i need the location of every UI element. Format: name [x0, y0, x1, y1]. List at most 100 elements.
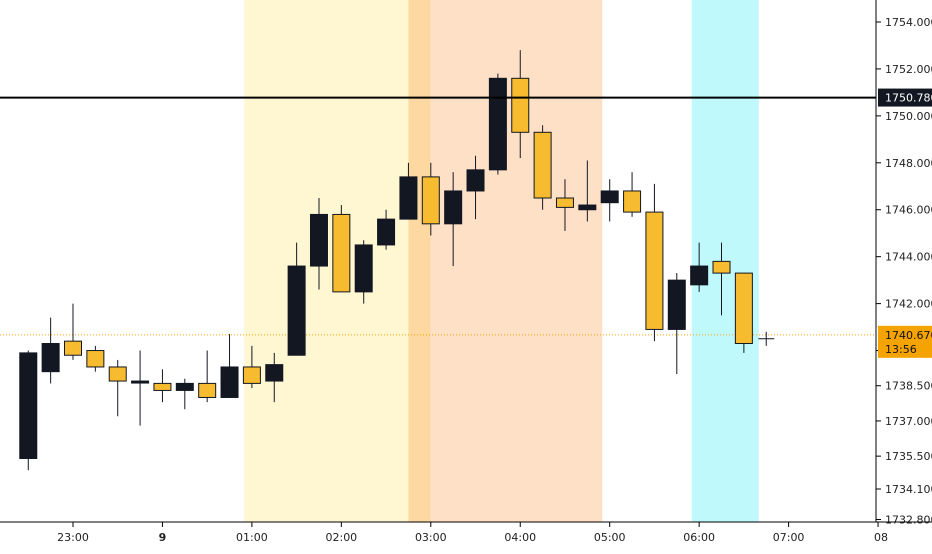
time-tick-label: 04:00 [504, 531, 536, 544]
candle-body [332, 213, 351, 293]
candle-body [623, 190, 642, 213]
time-tick-label: 01:00 [236, 531, 268, 544]
candle-16[interactable] [377, 209, 396, 250]
candle-12[interactable] [287, 242, 306, 356]
candle-body [41, 343, 60, 373]
price-tick-label: 1750.000 [885, 110, 932, 123]
candle-body [287, 265, 306, 356]
price-tick-label: 1742.000 [885, 298, 932, 311]
time-tick-label: 06:00 [683, 531, 715, 544]
price-tick-label: 1737.000 [885, 415, 932, 428]
price-tick-label: 1752.000 [885, 63, 932, 76]
candle-28[interactable] [645, 183, 664, 342]
candle-19[interactable] [444, 172, 463, 267]
candle-26[interactable] [600, 179, 619, 222]
price-tick-label: 1738.500 [885, 380, 932, 393]
candle-11[interactable] [265, 352, 284, 403]
candle-15[interactable] [354, 240, 373, 304]
candle-17[interactable] [399, 162, 418, 220]
time-axis[interactable]: 23:00 9 01:00 02:00 03:00 04:00 05:00 06:00 07:0… [0, 521, 932, 544]
price-tick-label: 1744.000 [885, 251, 932, 264]
time-tick-label: 23:00 [57, 531, 89, 544]
candle-body [108, 366, 127, 382]
candle-2[interactable] [64, 303, 82, 360]
candle-25[interactable] [578, 160, 597, 222]
candle-3[interactable] [86, 345, 105, 372]
time-tick-label: 07:00 [773, 531, 805, 544]
candle-body [600, 190, 619, 204]
candle-body [19, 352, 38, 459]
candle-body [712, 260, 731, 274]
candle-14[interactable] [332, 205, 351, 293]
candle-body [488, 77, 507, 171]
candle-body [64, 340, 82, 356]
last-price-badge-bg [878, 325, 932, 358]
last-price-badge-label: 1740.670 [885, 329, 932, 342]
price-tick-label: 1735.500 [885, 450, 932, 463]
time-tick-label: 05:00 [594, 531, 626, 544]
candle-body [734, 272, 753, 345]
candle-29[interactable] [667, 273, 686, 375]
time-tick-label: 08 [874, 531, 888, 544]
candle-body [667, 279, 686, 330]
price-tick-label: 1754.000 [885, 16, 932, 29]
candle-body [131, 380, 150, 384]
candle-7[interactable] [175, 378, 194, 410]
candle-9[interactable] [220, 334, 239, 398]
price-tick-label: 1732.800 [885, 514, 932, 527]
candle-body [555, 197, 574, 208]
candle-8[interactable] [198, 350, 217, 403]
horizontal-line-badge-bg [878, 88, 932, 107]
candle-body [153, 382, 172, 391]
candle-body [690, 265, 709, 286]
candle-body [220, 366, 239, 398]
candle-13[interactable] [309, 198, 328, 290]
price-tick-label: 1734.100 [885, 483, 932, 496]
candle-body [511, 77, 530, 133]
candle-10[interactable] [242, 345, 261, 389]
candle-18[interactable] [421, 162, 440, 236]
candle-4[interactable] [108, 359, 127, 417]
candle-body [309, 213, 328, 267]
candle-5[interactable] [131, 350, 150, 426]
candle-body [444, 190, 463, 225]
candle-20[interactable] [466, 155, 485, 220]
candle-body [466, 169, 485, 192]
candle-30[interactable] [690, 242, 709, 292]
candle-32[interactable] [734, 272, 753, 353]
candle-22[interactable] [511, 50, 530, 159]
candle-body [265, 364, 284, 382]
candle-27[interactable] [623, 172, 642, 217]
last-price-countdown: 13:56 [885, 343, 917, 356]
last-price-badge[interactable]: 1740.67013:56 [878, 325, 932, 358]
candle-body [578, 204, 597, 211]
session-band-1 [408, 0, 431, 522]
candle-body [399, 176, 418, 220]
candle-body [533, 131, 552, 199]
candle-33[interactable] [758, 331, 775, 346]
candle-1[interactable] [41, 317, 60, 384]
candle-23[interactable] [533, 125, 552, 210]
price-axis[interactable]: 1732.800 1734.100 1735.500 1737.000 1738.500… [875, 0, 932, 527]
candle-body [421, 176, 440, 225]
time-tick-label: 03:00 [415, 531, 447, 544]
time-tick-label: 9 [159, 531, 167, 544]
candle-body [645, 211, 664, 330]
horizontal-line-badge[interactable]: 1750.780 [878, 88, 932, 107]
candle-24[interactable] [555, 179, 574, 231]
candle-body [86, 350, 105, 368]
candle-body [354, 244, 373, 293]
candle-31[interactable] [712, 242, 731, 316]
price-tick-label: 1748.000 [885, 157, 932, 170]
time-tick-label: 02:00 [325, 531, 357, 544]
candle-21[interactable] [488, 73, 507, 175]
candle-6[interactable] [153, 369, 172, 403]
candles[interactable] [19, 50, 775, 471]
candle-body [175, 382, 194, 391]
horizontal-line-badge-label: 1750.780 [885, 92, 932, 105]
candle-0[interactable] [19, 350, 38, 471]
price-tick-label: 1746.000 [885, 204, 932, 217]
candle-body [198, 382, 217, 398]
